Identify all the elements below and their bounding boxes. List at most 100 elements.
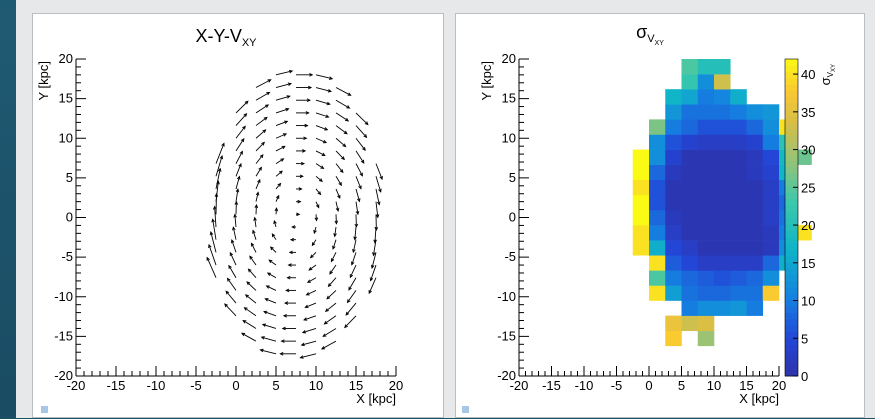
colorbar-tick-label: 40 [801,67,815,82]
heatmap-cell [763,119,780,134]
heatmap-cell [665,165,682,180]
heatmap-cell [747,301,764,316]
vector-arrow [347,290,356,302]
vector-field [207,70,382,358]
heatmap-cell [698,331,715,346]
heatmap-cell [730,240,747,255]
vector-arrow [256,92,269,100]
heatmap-cell [698,165,715,180]
heatmap-cell [763,150,780,165]
heatmap-cell [682,165,699,180]
colorbar-segment [785,370,798,377]
heatmap-cell [747,150,764,165]
vector-arrow [256,117,267,125]
heatmap-cell [763,270,780,285]
heatmap-cell [682,316,699,331]
heatmap-cell [682,119,699,134]
heatmap-cell [763,210,780,225]
pad-corner-marker [462,406,469,413]
heatmap-cell [747,270,764,285]
heatmap-cell [730,165,747,180]
heatmap-cell [698,104,715,119]
heatmap-cell [682,301,699,316]
colorbar-segment [785,78,798,85]
y-tick-label: 15 [502,91,516,106]
vector-arrow [326,303,336,311]
heatmap-cell [665,104,682,119]
vector-arrow [324,316,336,324]
heatmap-cell [665,134,682,149]
y-tick-label: -20 [54,368,73,383]
vector-arrow [336,113,348,121]
heatmap-cell [633,195,650,210]
vector-arrow [323,328,336,336]
heatmap-cell [714,210,731,225]
y-tick-label: -20 [497,368,516,383]
vector-arrow [336,100,349,108]
heatmap-cell [698,150,715,165]
heatmap-cell [698,74,715,89]
vector-arrow [345,316,356,328]
colorbar-segment [785,218,798,225]
heatmap-cell [698,195,715,210]
heatmap-cell [747,180,764,195]
heatmap-cell [747,104,764,119]
heatmap-cell [714,89,731,104]
heatmap-cell [665,150,682,165]
heatmap-cell [633,180,650,195]
vector-arrow [246,295,256,303]
y-tick-label: 5 [509,170,516,185]
vector-arrow [336,164,343,173]
vector-arrow [229,266,236,278]
heatmap-cell [649,119,666,134]
heatmap-cell [698,285,715,300]
heatmap-cell [714,119,731,134]
heatmap-cell [730,285,747,300]
vector-arrow [256,155,263,164]
heatmap-cell [665,270,682,285]
heatmap-cell [730,255,747,270]
heatmap-cell [682,150,699,165]
x-tick-label: 0 [645,378,652,393]
colorbar-tick-label: 25 [801,180,815,195]
heatmap-cell [730,301,747,316]
colorbar-segment [785,59,798,66]
heatmap-cell [747,240,764,255]
heatmap-cell [649,150,666,165]
y-tick-label: 0 [509,210,516,225]
colorbar-segment [785,205,798,212]
heatmap-cell [763,165,780,180]
vector-arrow [356,151,364,163]
heatmap-cell [633,225,650,240]
x-tick-label: 10 [707,378,721,393]
heatmap-cell [714,150,731,165]
colorbar-segment [785,287,798,294]
colorbar-segment [785,122,798,129]
colorbar-segment [785,313,798,320]
colorbar-segment [785,160,798,167]
colorbar-segment [785,167,798,174]
heatmap-cell [649,270,666,285]
heatmap-cell [682,180,699,195]
colorbar-segment [785,256,798,263]
vector-arrow [244,308,256,316]
vector-arrow [256,105,268,113]
heatmap-cell [714,134,731,149]
colorbar-segment [785,192,798,199]
vector-arrow [330,265,336,274]
heatmap-cell [747,119,764,134]
vector-arrow [376,164,382,180]
heatmap-cell [682,74,699,89]
heatmap-cell [665,316,682,331]
vector-arrow [216,143,224,163]
heatmap-cell [698,270,715,285]
heatmap-cell [665,89,682,104]
heatmap-cell [747,195,764,210]
heatmap-cell [633,240,650,255]
heatmap-cell [714,240,731,255]
vector-arrow [346,303,356,315]
y-axis-label: Y [kpc] [479,61,494,101]
